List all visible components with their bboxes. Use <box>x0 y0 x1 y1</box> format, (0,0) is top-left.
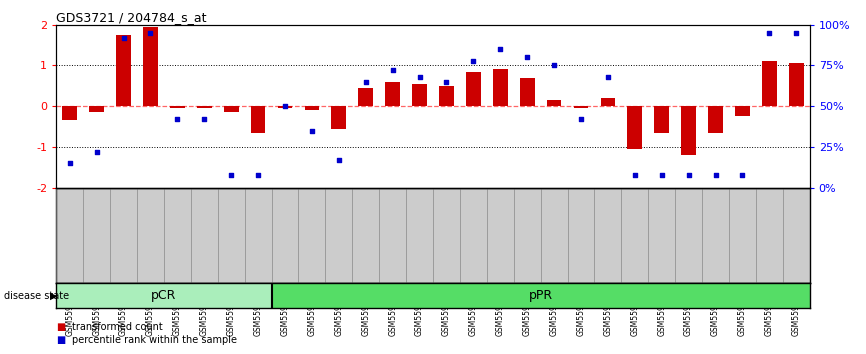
Text: ■: ■ <box>56 335 66 345</box>
Point <box>144 30 158 36</box>
Bar <box>332 106 346 129</box>
Bar <box>278 106 293 108</box>
Bar <box>520 78 534 106</box>
Bar <box>170 106 184 108</box>
Point <box>412 74 426 80</box>
Bar <box>116 35 131 106</box>
Point <box>171 116 184 122</box>
Text: ■: ■ <box>56 322 66 332</box>
Text: ▶: ▶ <box>50 291 58 301</box>
Bar <box>762 62 777 106</box>
Point <box>440 79 454 85</box>
Bar <box>223 106 239 112</box>
Bar <box>466 72 481 106</box>
Point <box>601 74 615 80</box>
Bar <box>305 106 320 110</box>
Bar <box>789 63 804 106</box>
Point <box>735 172 749 177</box>
Point <box>762 30 776 36</box>
Bar <box>385 82 400 106</box>
Point <box>520 55 534 60</box>
Text: transformed count: transformed count <box>72 322 163 332</box>
Text: percentile rank within the sample: percentile rank within the sample <box>72 335 237 345</box>
Bar <box>359 88 373 106</box>
Bar <box>197 106 211 108</box>
Point <box>682 172 695 177</box>
Bar <box>493 69 507 106</box>
Point <box>63 160 77 166</box>
Bar <box>250 106 266 133</box>
Point <box>332 157 346 163</box>
Point <box>574 116 588 122</box>
Bar <box>412 84 427 106</box>
Point <box>708 172 722 177</box>
Point <box>359 79 372 85</box>
Bar <box>143 27 158 106</box>
Bar <box>89 106 104 112</box>
Text: pCR: pCR <box>152 289 177 302</box>
Text: disease state: disease state <box>4 291 69 301</box>
Bar <box>439 86 454 106</box>
Point <box>494 46 507 52</box>
Point <box>197 116 211 122</box>
Bar <box>546 100 561 106</box>
Point <box>305 128 319 133</box>
Bar <box>56 283 272 308</box>
Bar <box>655 106 669 133</box>
Bar <box>735 106 750 116</box>
Point <box>278 103 292 109</box>
Point <box>251 172 265 177</box>
Point <box>547 63 561 68</box>
Bar <box>708 106 723 133</box>
Bar <box>600 98 616 106</box>
Point <box>628 172 642 177</box>
Bar <box>627 106 643 149</box>
Text: GDS3721 / 204784_s_at: GDS3721 / 204784_s_at <box>56 11 207 24</box>
Bar <box>62 106 77 120</box>
Point <box>90 149 104 155</box>
Bar <box>272 283 810 308</box>
Point <box>117 35 131 41</box>
Point <box>224 172 238 177</box>
Text: pPR: pPR <box>528 289 553 302</box>
Point <box>789 30 803 36</box>
Bar <box>573 106 588 108</box>
Point <box>467 58 481 63</box>
Point <box>655 172 669 177</box>
Point <box>385 68 399 73</box>
Bar <box>682 106 696 155</box>
